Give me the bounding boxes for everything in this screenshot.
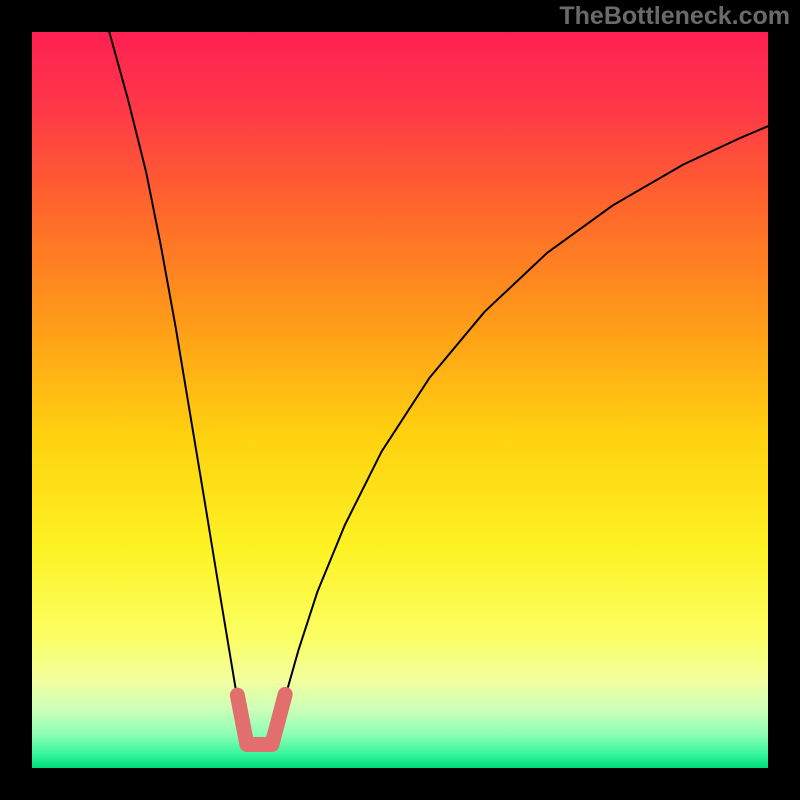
- highlight-segment-left: [237, 695, 247, 744]
- watermark-text: TheBottleneck.com: [559, 2, 790, 31]
- canvas: TheBottleneck.com: [0, 0, 800, 800]
- curve-overlay: [0, 0, 800, 800]
- highlight-segment-right: [272, 694, 285, 744]
- left-curve: [109, 32, 247, 744]
- right-curve: [272, 126, 768, 744]
